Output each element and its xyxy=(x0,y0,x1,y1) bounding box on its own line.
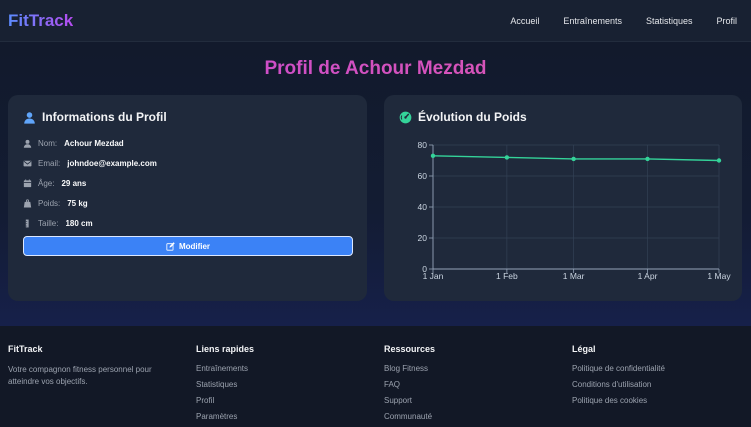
weight-card-title: Évolution du Poids xyxy=(418,110,527,124)
footer-column-title: Liens rapides xyxy=(196,344,255,354)
x-tick-label: 1 Jan xyxy=(423,271,444,281)
footer-column-title: Ressources xyxy=(384,344,436,354)
footer-link-terms[interactable]: Conditions d'utilisation xyxy=(572,380,652,389)
profile-label: Taille: xyxy=(38,219,59,228)
weight-data-point[interactable] xyxy=(645,156,650,162)
footer-legal: Légal Politique de confidentialité Condi… xyxy=(572,344,665,412)
footer-quick-links: Liens rapides Entraînements Statistiques… xyxy=(196,344,254,427)
footer-link-statistiques[interactable]: Statistiques xyxy=(196,380,238,389)
calendar-icon xyxy=(23,179,32,188)
footer-link-support[interactable]: Support xyxy=(384,396,413,405)
profile-row-height: Taille: 180 cm xyxy=(23,219,93,228)
profile-label: Poids: xyxy=(38,199,61,208)
main-content: Profil de Achour Mezdad Informations du … xyxy=(0,42,751,326)
footer-resources: Ressources Blog Fitness FAQ Support Comm… xyxy=(384,344,435,427)
top-navbar: FitTrack Accueil Entraînements Statistiq… xyxy=(0,0,751,42)
footer-link-entrainements[interactable]: Entraînements xyxy=(196,364,249,373)
weight-data-point[interactable] xyxy=(430,153,436,159)
brand-logo[interactable]: FitTrack xyxy=(8,10,74,30)
weight-line-chart: 0 20 40 60 80 1 Jan 1 Feb 1 Mar 1 Apr 1 May xyxy=(418,140,732,281)
x-tick-label: 1 Feb xyxy=(496,271,518,281)
profile-label: Âge: xyxy=(38,179,55,188)
profile-row-email: Email: johndoe@example.com xyxy=(23,159,157,168)
footer: FitTrack Votre compagnon fitness personn… xyxy=(0,326,751,427)
envelope-icon xyxy=(23,159,32,168)
weight-card: Évolution du Poids 0 20 40 60 80 1 Jan 1 Feb 1 … xyxy=(384,95,742,301)
profile-label: Nom: xyxy=(38,139,58,148)
user-icon xyxy=(23,111,36,124)
nav-links: Accueil Entraînements Statistiques Profi… xyxy=(510,16,743,26)
y-tick-label: 80 xyxy=(418,140,428,150)
x-tick-label: 1 Mar xyxy=(563,271,585,281)
footer-link-profil[interactable]: Profil xyxy=(196,396,215,405)
footer-link-privacy[interactable]: Politique de confidentialité xyxy=(572,364,665,373)
profile-value: Achour Mezdad xyxy=(64,139,124,148)
nav-link-profil[interactable]: Profil xyxy=(716,15,737,26)
footer-link-faq[interactable]: FAQ xyxy=(384,380,401,389)
footer-link-parametres[interactable]: Paramètres xyxy=(196,412,238,421)
y-tick-label: 20 xyxy=(418,233,428,243)
weight-card-header: Évolution du Poids xyxy=(399,110,527,124)
profile-value: johndoe@example.com xyxy=(67,159,157,168)
profile-label: Email: xyxy=(38,159,61,168)
footer-link-communaute[interactable]: Communauté xyxy=(384,412,433,421)
weight-data-point[interactable] xyxy=(571,156,576,162)
weight-series-line xyxy=(432,155,720,162)
nav-link-accueil[interactable]: Accueil xyxy=(510,15,540,26)
y-tick-label: 0 xyxy=(422,264,427,274)
y-tick-label: 60 xyxy=(418,171,428,181)
nav-link-statistiques[interactable]: Statistiques xyxy=(645,15,693,26)
nav-link-entrainements[interactable]: Entraînements xyxy=(563,15,622,26)
x-tick-label: 1 Apr xyxy=(638,271,658,281)
edit-icon xyxy=(166,241,175,251)
x-tick-label: 1 May xyxy=(707,271,731,281)
weight-data-point[interactable] xyxy=(504,155,510,160)
profile-row-name: Nom: Achour Mezdad xyxy=(23,139,124,148)
profile-value: 75 kg xyxy=(67,199,88,208)
profile-card-header: Informations du Profil xyxy=(23,110,167,124)
profile-card-title: Informations du Profil xyxy=(42,110,167,124)
edit-button-label: Modifier xyxy=(178,241,211,251)
footer-tagline: Votre compagnon fitness personnel pour a… xyxy=(8,365,152,386)
footer-about: FitTrack Votre compagnon fitness personn… xyxy=(8,344,173,388)
ruler-icon xyxy=(23,219,32,228)
footer-column-title: Légal xyxy=(572,344,596,354)
page-title: Profil de Achour Mezdad xyxy=(0,58,751,80)
gauge-icon xyxy=(399,111,412,124)
profile-card: Informations du Profil Nom: Achour Mezda… xyxy=(8,95,367,301)
profile-row-weight: Poids: 75 kg xyxy=(23,199,88,208)
footer-brand: FitTrack xyxy=(8,344,43,354)
profile-row-age: Âge: 29 ans xyxy=(23,179,86,188)
y-tick-label: 40 xyxy=(418,202,428,212)
weight-icon xyxy=(23,199,32,208)
edit-profile-button[interactable]: Modifier xyxy=(23,236,353,256)
weight-data-point[interactable] xyxy=(716,158,722,163)
footer-link-blog[interactable]: Blog Fitness xyxy=(384,364,429,373)
user-icon xyxy=(23,139,32,148)
profile-value: 180 cm xyxy=(65,219,93,228)
profile-value: 29 ans xyxy=(61,179,87,188)
footer-link-cookies[interactable]: Politique des cookies xyxy=(572,396,648,405)
